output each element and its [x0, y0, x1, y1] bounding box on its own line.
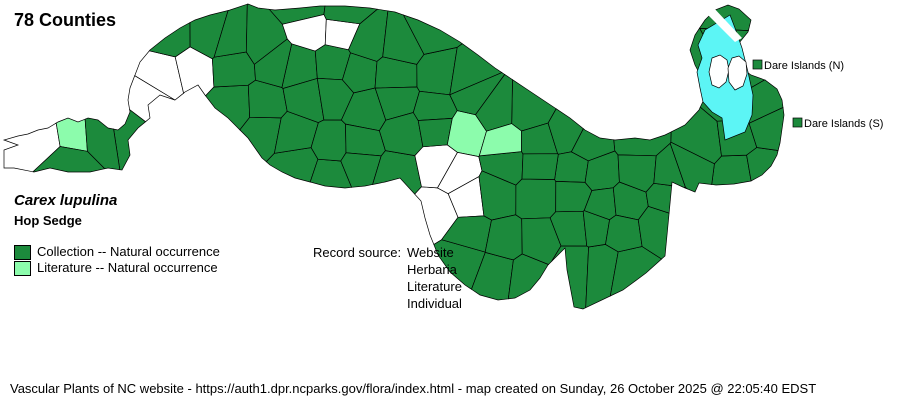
svg-text:Dare Islands (S): Dare Islands (S) — [804, 118, 883, 130]
svg-text:Dare Islands (N): Dare Islands (N) — [764, 60, 844, 72]
